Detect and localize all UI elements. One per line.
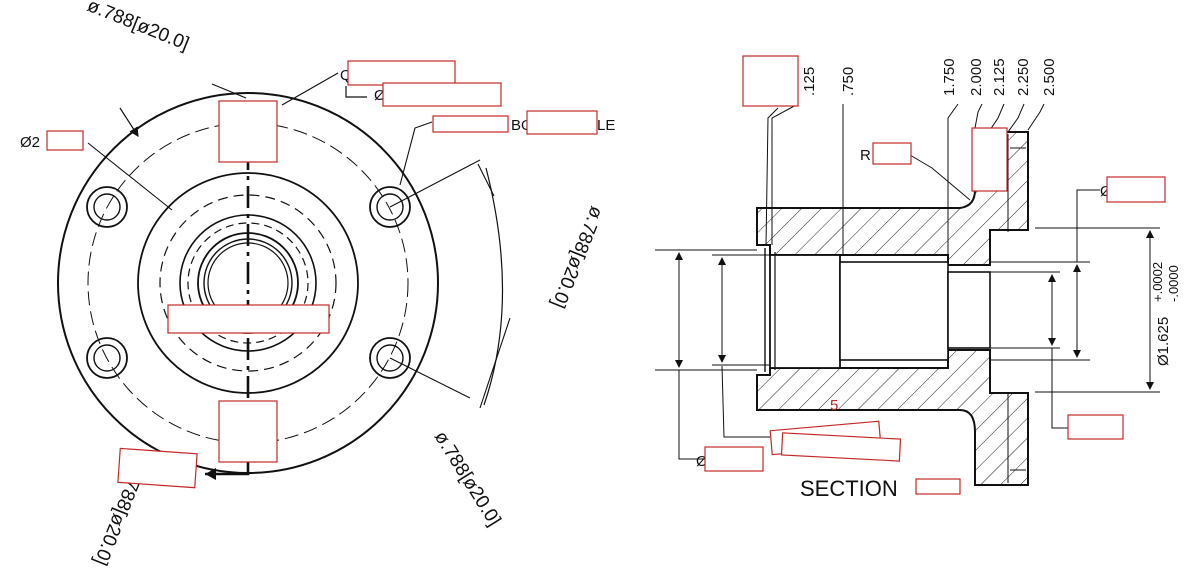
front-view <box>57 72 511 480</box>
depth-dim-2500: 2.500 <box>1041 58 1058 96</box>
section-title: SECTION <box>800 476 898 501</box>
bolt-hole <box>369 337 411 379</box>
redaction-box <box>1106 176 1166 203</box>
angled-dim-top-left: ø.788[ø20.0] <box>84 0 192 55</box>
depth-dim-2250: 2.250 <box>1015 58 1032 96</box>
depth-extension-lines <box>765 103 1045 262</box>
bolt-hole <box>86 186 128 228</box>
angled-dim-bottom-left: 788[ø20.0] <box>89 476 143 568</box>
redaction-box <box>971 127 1008 192</box>
depth-dim-2000: 2.000 <box>968 58 985 96</box>
bore-tol-minus: -.0000 <box>1166 265 1181 302</box>
bore-mid <box>839 261 949 361</box>
depth-dim-2125: 2.125 <box>991 58 1008 96</box>
depth-dim-0750: .750 <box>840 67 857 96</box>
inner-hub-circle <box>159 194 337 372</box>
redaction-box <box>432 115 509 133</box>
diameter-dimensions <box>655 154 1160 460</box>
hole-dia-prefix: Ø2 <box>20 134 40 151</box>
bore-dim-label: Ø1.625 <box>1155 317 1172 366</box>
bore-small <box>947 271 991 349</box>
redaction-box <box>382 82 502 107</box>
angled-dim-bottom-right: ø.788[ø20.0] <box>430 428 505 530</box>
depth-dim-0125: .125 <box>801 67 818 96</box>
redaction-box <box>780 432 902 462</box>
depth-dim-1750: 1.750 <box>941 58 958 96</box>
bolt-circle-label-b: LE <box>597 117 615 134</box>
section-arrow <box>205 470 250 476</box>
note-fragment: 5 <box>830 397 838 414</box>
bolt-hole <box>369 186 411 228</box>
redaction-box <box>218 400 278 463</box>
redaction-box <box>167 304 330 334</box>
bore-large <box>769 254 841 369</box>
callout-prefix-a: Q <box>340 67 352 84</box>
redaction-box <box>872 142 912 165</box>
bolt-hole <box>86 337 128 379</box>
redaction-box <box>347 60 456 86</box>
leader-line <box>119 107 139 138</box>
leader-line <box>87 142 173 211</box>
redaction-boxes <box>46 55 1166 495</box>
callout-bracket <box>345 86 367 98</box>
bore-tol-plus: +.0002 <box>1150 262 1165 302</box>
redaction-box <box>704 446 764 472</box>
section-view <box>655 103 1160 486</box>
leader-line <box>211 83 247 99</box>
radius-prefix: R <box>860 147 871 164</box>
redaction-box <box>742 55 799 107</box>
redaction-box <box>915 478 961 495</box>
redaction-box <box>1067 414 1124 440</box>
leader-line <box>389 357 471 399</box>
leader-line <box>399 121 433 186</box>
leader-line <box>389 159 481 208</box>
leader-line <box>281 72 339 106</box>
redaction-box <box>117 447 198 489</box>
section-hatch-lower <box>756 349 1029 486</box>
redaction-box <box>526 110 598 135</box>
redaction-box <box>218 100 278 163</box>
redaction-box <box>46 130 84 151</box>
angle-dimension-arc <box>483 167 504 406</box>
angled-dim-right: ø.788[ø20.0] <box>547 203 607 311</box>
